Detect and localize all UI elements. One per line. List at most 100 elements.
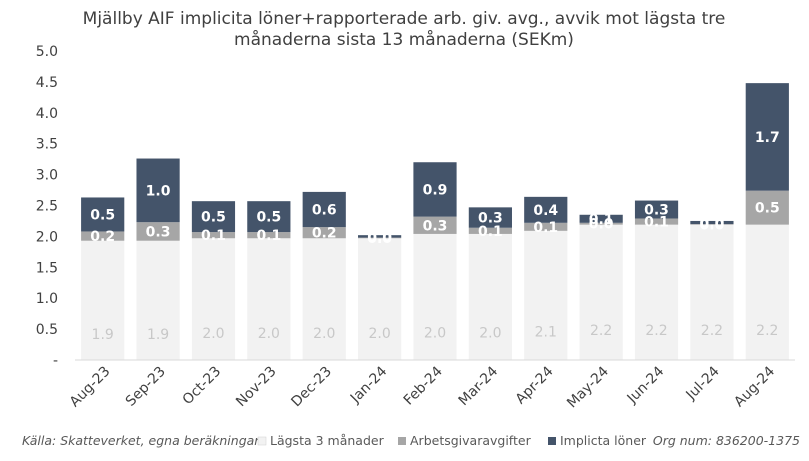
data-label: 0.1 xyxy=(478,224,503,240)
y-tick-label: 4.5 xyxy=(36,75,58,91)
chart-title: Mjällby AIF implicita löner+rapporterade… xyxy=(83,9,726,50)
legend-swatch xyxy=(398,437,406,445)
y-tick-label: - xyxy=(53,353,58,369)
bar-implicita-loner xyxy=(413,162,457,217)
data-label: 0.2 xyxy=(90,229,115,245)
data-label: 2.2 xyxy=(756,323,778,339)
bar-implicita-loner xyxy=(468,207,512,228)
data-label: 2.0 xyxy=(368,326,390,342)
data-label: 0.5 xyxy=(256,210,281,226)
x-tick-label: Aug-23 xyxy=(67,364,114,411)
chart-title-line-2: månaderna sista 13 månaderna (SEKm) xyxy=(234,29,574,50)
bar-arbetsgivaravgifter xyxy=(634,218,679,225)
data-label: 0.5 xyxy=(755,201,780,217)
x-tick-label: Mar-24 xyxy=(456,363,502,409)
x-tick-label: Sep-23 xyxy=(123,364,169,410)
data-label: 2.0 xyxy=(424,325,446,341)
data-label: 2.0 xyxy=(479,325,501,341)
data-label: 1.0 xyxy=(146,183,171,199)
data-label: 1.9 xyxy=(147,327,169,343)
bar-lagsta xyxy=(524,230,568,360)
bar-series-group xyxy=(81,83,789,360)
y-tick-label: 2.5 xyxy=(36,199,58,215)
bar-implicita-loner xyxy=(136,158,180,223)
data-label: 2.0 xyxy=(258,326,280,342)
org-number: Org num: 836200-1375 xyxy=(653,433,800,448)
data-label: 0.5 xyxy=(90,207,115,223)
data-label: 2.0 xyxy=(313,326,335,342)
data-label: 0.5 xyxy=(201,210,226,226)
bar-implicita-loner xyxy=(302,191,346,228)
bar-lagsta xyxy=(358,238,402,360)
bar-lagsta xyxy=(136,240,180,360)
x-tick-label: Oct-23 xyxy=(180,364,225,409)
chart-title-line-1: Mjällby AIF implicita löner+rapporterade… xyxy=(83,9,726,29)
bar-implicita-loner xyxy=(579,214,623,223)
bar-implicita-loner xyxy=(247,201,291,233)
source-note: Källa: Skatteverket, egna beräkningar xyxy=(22,433,260,448)
x-tick-label: May-24 xyxy=(564,363,612,411)
bar-arbetsgivaravgifter xyxy=(579,222,623,225)
x-tick-label: Nov-23 xyxy=(233,364,280,411)
bar-implicita-loner xyxy=(81,197,125,232)
x-axis: Aug-23 Sep-23 Oct-23 Nov-23 Dec-23 Jan-24 Feb-… xyxy=(67,363,778,411)
data-label: 0.3 xyxy=(146,224,171,240)
bar-lagsta xyxy=(634,224,679,360)
bar-implicita-loner xyxy=(524,196,568,223)
data-label: 0.2 xyxy=(312,226,337,242)
bar-lagsta xyxy=(468,233,512,360)
bar-lagsta xyxy=(579,224,623,360)
x-tick-label: Jan-24 xyxy=(347,363,391,407)
bar-implicita-loner xyxy=(191,201,236,233)
y-tick-label: 3.0 xyxy=(36,168,58,184)
legend-label: Arbetsgivaravgifter xyxy=(410,433,532,448)
data-label: 0.0 xyxy=(700,217,725,233)
x-tick-label: Dec-23 xyxy=(288,364,335,411)
x-tick-label: Jul-24 xyxy=(683,363,723,403)
data-label: 1.9 xyxy=(92,327,114,343)
bar-arbetsgivaravgifter xyxy=(690,224,734,225)
y-tick-label: 1.0 xyxy=(36,291,58,307)
bar-implicita-loner xyxy=(634,200,679,219)
bar-lagsta xyxy=(413,233,457,360)
bar-arbetsgivaravgifter xyxy=(358,237,402,239)
y-tick-label: 4.0 xyxy=(36,106,58,122)
data-label: 0.0 xyxy=(700,215,725,231)
bar-arbetsgivaravgifter xyxy=(413,216,457,234)
bar-lagsta xyxy=(302,238,346,360)
data-label: 0.1 xyxy=(201,228,226,244)
x-tick-label: Apr-24 xyxy=(513,363,557,407)
bar-lagsta xyxy=(690,224,734,360)
bar-arbetsgivaravgifter xyxy=(468,227,512,234)
legend-swatch xyxy=(548,437,556,445)
legend-item: Arbetsgivaravgifter xyxy=(398,433,532,448)
y-tick-label: 1.5 xyxy=(36,260,58,276)
data-label-group: 1.9 0.2 0.5 1.9 0.3 1.0 2.0 0.1 0.5 2.0 0.1 0.5 2.0 0… xyxy=(90,130,779,343)
x-tick-label: Jun-24 xyxy=(624,363,668,407)
footer: Källa: Skatteverket, egna beräkningar Lä… xyxy=(22,433,800,448)
y-tick-label: 5.0 xyxy=(36,44,58,60)
legend-label: Lägsta 3 månader xyxy=(270,433,385,448)
data-label: 2.2 xyxy=(590,323,612,339)
data-label: 2.0 xyxy=(202,326,224,342)
data-label: 2.2 xyxy=(645,323,667,339)
data-label: 0.6 xyxy=(312,203,337,219)
data-label: 0.1 xyxy=(533,220,558,236)
data-label: 2.2 xyxy=(701,323,723,339)
bar-lagsta xyxy=(81,240,125,360)
data-label: 0.4 xyxy=(533,203,558,219)
legend: Lägsta 3 månader Arbetsgivaravgifter Impli… xyxy=(257,433,647,448)
data-label: 0.1 xyxy=(256,228,281,244)
x-tick-label: Feb-24 xyxy=(401,363,446,408)
bar-arbetsgivaravgifter xyxy=(81,231,125,241)
legend-item: Implicta löner xyxy=(548,433,647,448)
bar-lagsta xyxy=(745,224,789,360)
bar-arbetsgivaravgifter xyxy=(136,222,180,241)
data-label: 1.7 xyxy=(755,130,780,146)
y-axis: - 0.5 1.0 1.5 2.0 2.5 3.0 3.5 4.0 4.5 5.0 xyxy=(36,44,58,369)
data-label: 0.3 xyxy=(478,211,503,227)
data-label: 0.9 xyxy=(423,182,448,198)
bar-arbetsgivaravgifter xyxy=(745,190,789,225)
legend-swatch xyxy=(257,436,267,446)
